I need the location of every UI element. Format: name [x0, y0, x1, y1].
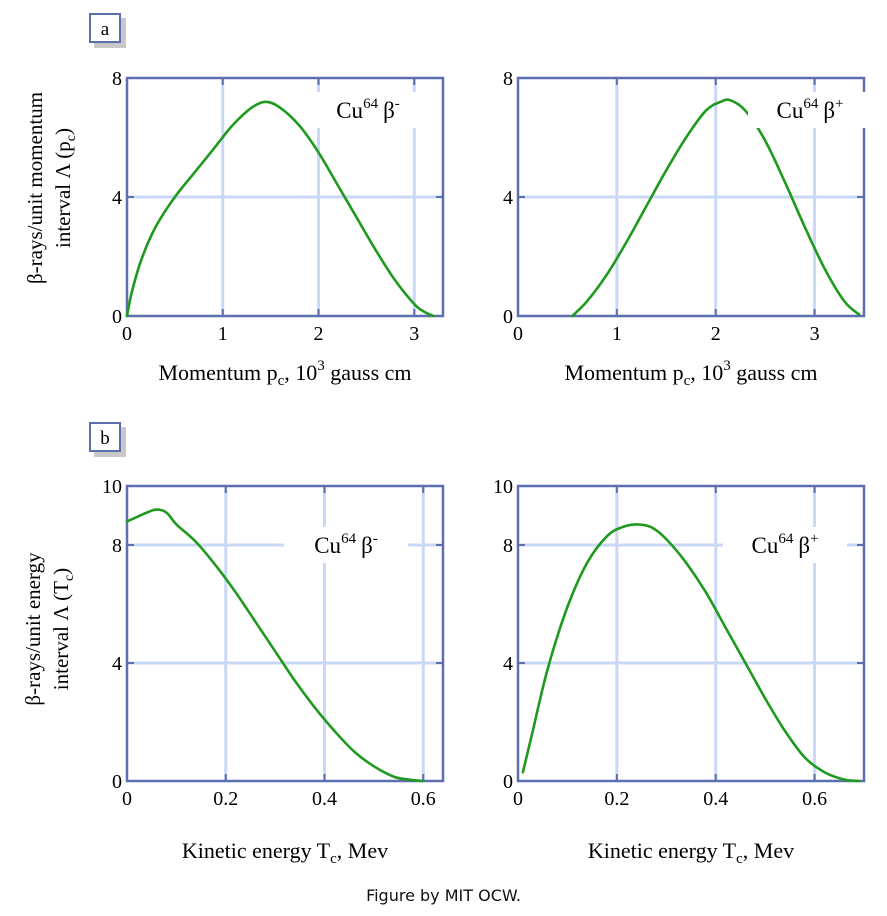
- y-tick-label: 10: [102, 476, 122, 498]
- y-axis-label-a-line2: interval Λ (pc): [51, 128, 79, 248]
- x-tick-label: 2: [314, 323, 324, 345]
- x-tick-label: 0: [513, 788, 523, 810]
- x-tick-label: 0: [122, 323, 132, 345]
- panel-label-b: b: [89, 422, 126, 457]
- series-label: Cu64 β-: [314, 531, 378, 558]
- x-tick-label: 0.2: [213, 788, 238, 810]
- y-tick-label: 4: [503, 187, 513, 209]
- panel-label-b-text: b: [100, 428, 110, 449]
- series-line: [125, 508, 425, 783]
- y-axis-label-b-line2: interval Λ (Tc): [49, 568, 77, 690]
- y-tick-label: 0: [503, 306, 513, 328]
- series-label-bg: [748, 92, 872, 128]
- x-tick-label: 0.6: [802, 788, 827, 810]
- y-tick-label: 8: [503, 535, 513, 557]
- y-tick-label: 4: [503, 653, 513, 675]
- x-tick-label: 0.6: [411, 788, 436, 810]
- y-axis-label-a: β-rays/unit momentum interval Λ (pc): [23, 92, 79, 284]
- series-label-bg: [306, 92, 430, 128]
- series-label-bg: [723, 527, 847, 563]
- series-label: Cu64 β+: [776, 96, 843, 123]
- y-tick-label: 8: [503, 68, 513, 90]
- x-axis-label: Kinetic energy Tc, Mev: [182, 838, 388, 867]
- x-tick-label: 1: [218, 323, 228, 345]
- y-tick-label: 0: [112, 306, 122, 328]
- x-axis-label: Momentum pc, 103 gauss cm: [158, 358, 411, 389]
- series-line: [571, 98, 861, 318]
- series-label-bg: [284, 527, 408, 563]
- plot-frame: [516, 484, 866, 783]
- y-tick-label: 0: [503, 771, 513, 793]
- x-tick-label: 0.4: [312, 788, 337, 810]
- y-tick-label: 8: [112, 535, 122, 557]
- panel-label-a: a: [89, 13, 126, 48]
- x-tick-label: 0.2: [604, 788, 629, 810]
- x-tick-label: 3: [409, 323, 419, 345]
- chart-3: 0 0.2 0.4 0.6 0 4 8 10 Cu64 β- Kinetic energy Tc, …: [102, 476, 445, 867]
- y-axis-label-b: β-rays/unit energy interval Λ (Tc): [21, 552, 77, 706]
- charts-layer: 0 1 2 3 0 4 8 Cu64 β- Momentum pc, 103 gauss cm 0 1…: [102, 68, 872, 867]
- figure-caption: Figure by MIT OCW.: [366, 886, 521, 905]
- panel-label-a-text: a: [101, 19, 110, 40]
- y-tick-label: 0: [112, 771, 122, 793]
- x-tick-label: 0: [513, 323, 523, 345]
- x-tick-label: 0: [122, 788, 132, 810]
- plot-frame: [125, 484, 445, 783]
- y-tick-label: 4: [112, 653, 122, 675]
- y-axis-label-b-line1: β-rays/unit energy: [21, 552, 45, 706]
- y-tick-label: 8: [112, 68, 122, 90]
- chart-1: 0 1 2 3 0 4 8 Cu64 β- Momentum pc, 103 gauss cm: [112, 68, 445, 389]
- figure-canvas: a b β-rays/unit momentum interval Λ (pc)…: [21, 13, 872, 867]
- y-tick-label: 4: [112, 187, 122, 209]
- x-tick-label: 2: [711, 323, 721, 345]
- series-line: [521, 523, 861, 783]
- x-axis-label: Kinetic energy Tc, Mev: [588, 838, 794, 867]
- chart-2: 0 1 2 3 0 4 8 Cu64 β+ Momentum pc, 103 gauss cm: [503, 68, 872, 389]
- series-label: Cu64 β+: [751, 531, 818, 558]
- chart-4: 0 0.2 0.4 0.6 0 4 8 10 Cu64 β+ Kinetic energy Tc, …: [493, 476, 866, 867]
- series-line: [125, 100, 435, 318]
- x-tick-label: 0.4: [703, 788, 728, 810]
- x-tick-label: 1: [612, 323, 622, 345]
- x-axis-label: Momentum pc, 103 gauss cm: [564, 358, 817, 389]
- y-tick-label: 10: [493, 476, 513, 498]
- x-tick-label: 3: [810, 323, 820, 345]
- y-axis-label-a-line1: β-rays/unit momentum: [23, 92, 47, 284]
- series-label: Cu64 β-: [336, 96, 400, 123]
